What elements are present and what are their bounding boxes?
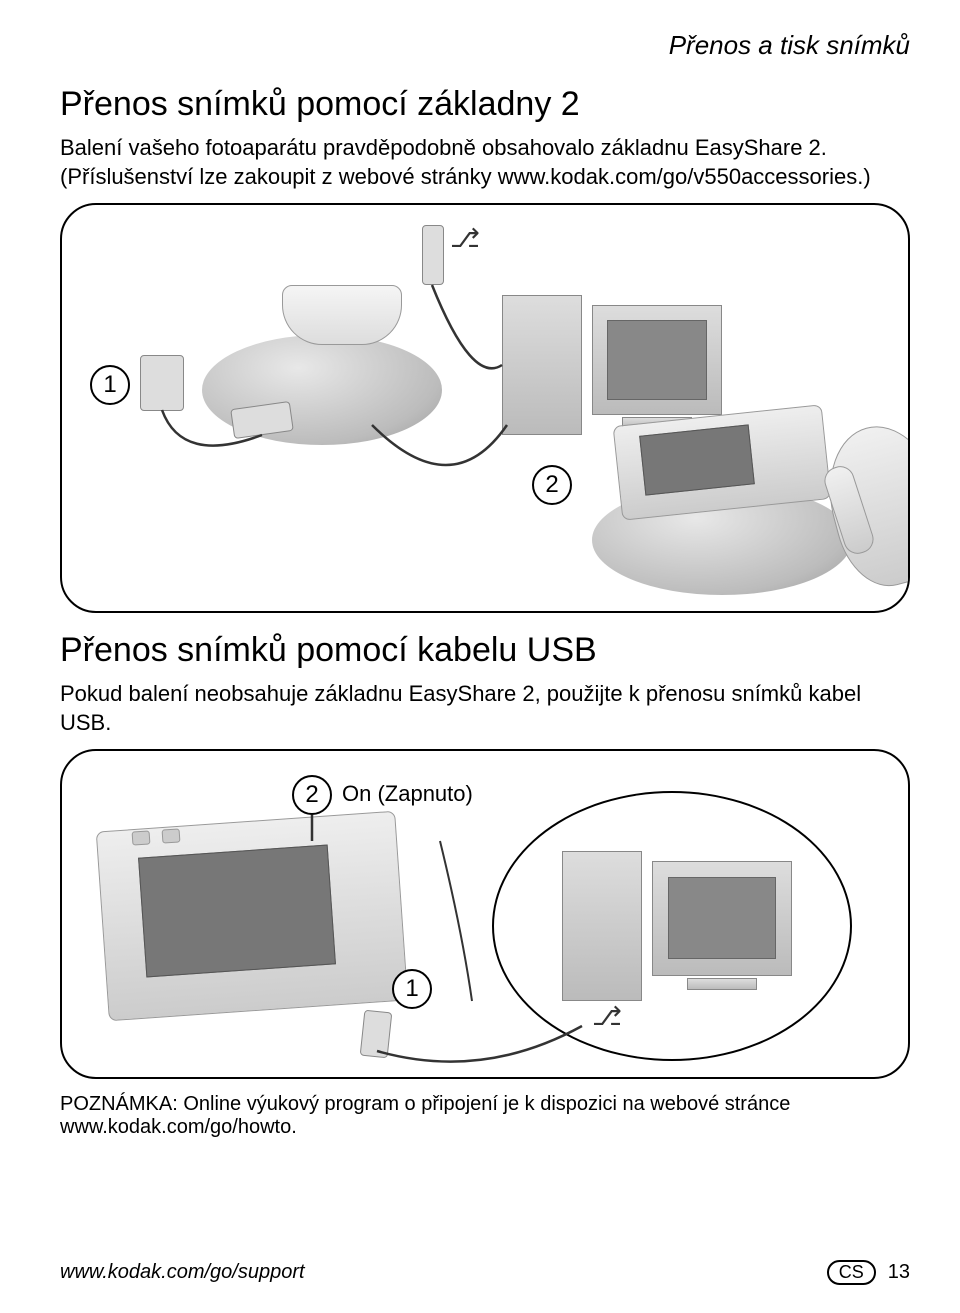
- section1-title: Přenos snímků pomocí základny 2: [60, 85, 910, 124]
- section2-body: Pokud balení neobsahuje základnu EasySha…: [60, 680, 910, 737]
- footer-url: www.kodak.com/go/support: [60, 1261, 305, 1284]
- step1-marker: 1: [90, 365, 130, 405]
- page-footer: www.kodak.com/go/support CS 13: [60, 1260, 910, 1285]
- note-label: POZNÁMKA:: [60, 1093, 178, 1115]
- diagram-dock-transfer: 1 2 ⎇: [60, 203, 910, 613]
- page-header: Přenos a tisk snímků: [60, 30, 910, 61]
- diagram-usb-transfer: 2 On (Zapnuto) 1 ⎇: [60, 749, 910, 1079]
- lang-badge: CS: [827, 1260, 876, 1285]
- section2-title: Přenos snímků pomocí kabelu USB: [60, 631, 910, 670]
- page-number: 13: [888, 1261, 910, 1284]
- step2-marker: 2: [532, 465, 572, 505]
- section1-body: Balení vašeho fotoaparátu pravděpodobně …: [60, 134, 910, 191]
- cable-line-icon: [62, 205, 910, 613]
- step2-label: On (Zapnuto): [342, 781, 473, 807]
- note: POZNÁMKA: Online výukový program o připo…: [60, 1093, 910, 1139]
- usb-cable-line: [62, 751, 910, 1079]
